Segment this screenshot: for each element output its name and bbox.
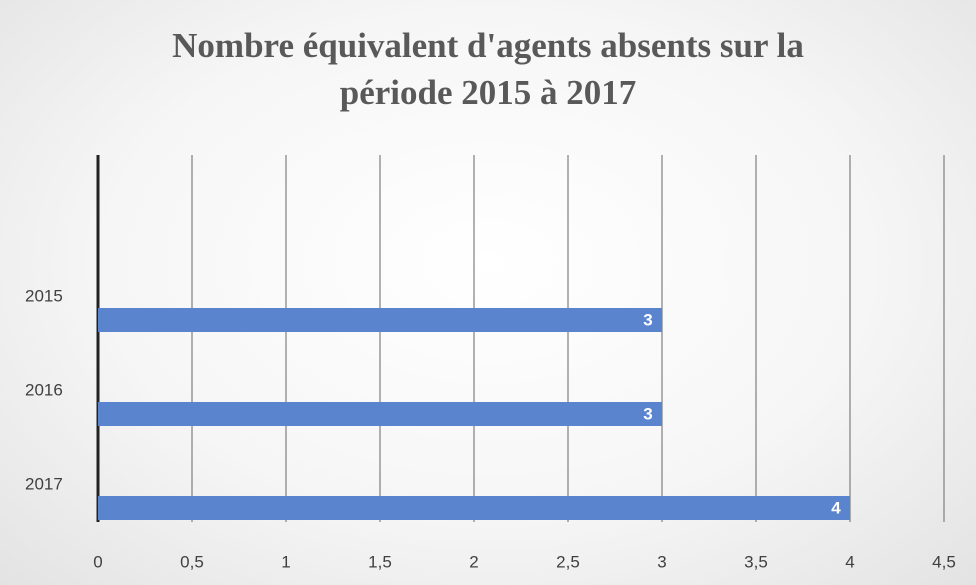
x-tick-label: 1 xyxy=(281,552,290,571)
x-tick-label: 3 xyxy=(657,552,666,571)
bar xyxy=(98,308,662,332)
x-tick-label: 2,5 xyxy=(556,552,580,571)
y-tick-label: 2015 xyxy=(25,286,63,305)
x-tick-label: 4,5 xyxy=(932,552,956,571)
x-tick-label: 4 xyxy=(845,552,854,571)
bar xyxy=(98,496,850,520)
x-tick-label: 2 xyxy=(469,552,478,571)
x-tick-label: 1,5 xyxy=(368,552,392,571)
x-tick-label: 0,5 xyxy=(180,552,204,571)
data-label: 4 xyxy=(831,498,841,517)
x-tick-label: 0 xyxy=(93,552,102,571)
data-label: 3 xyxy=(643,310,652,329)
bar xyxy=(98,402,662,426)
x-tick-label: 3,5 xyxy=(744,552,768,571)
chart-title: Nombre équivalent d'agents absents sur l… xyxy=(172,26,804,112)
y-tick-label: 2016 xyxy=(25,380,63,399)
y-tick-label: 2017 xyxy=(25,474,63,493)
data-label: 3 xyxy=(643,404,652,423)
